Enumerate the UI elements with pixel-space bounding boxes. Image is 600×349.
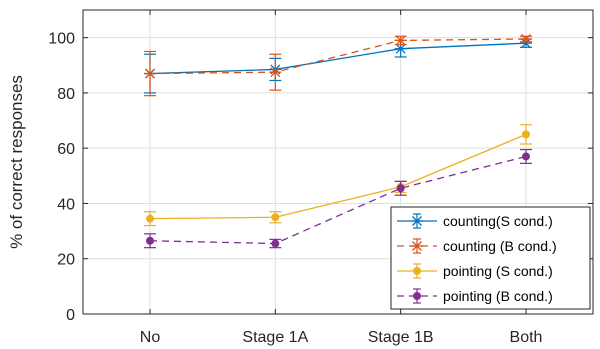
series-4: [144, 148, 532, 249]
y-tick-label: 20: [57, 252, 75, 269]
x-tick-label: Both: [510, 329, 543, 346]
y-tick-label: 60: [57, 141, 75, 158]
data-point: [271, 213, 280, 222]
series-2: [144, 34, 532, 97]
y-tick-label: 0: [66, 307, 75, 324]
axis-ticks: 0 20 40 60 80 100 No Stage 1A Stage 1B Both: [48, 10, 593, 346]
x-tick-label: Stage 1A: [242, 329, 308, 346]
data-point: [395, 35, 406, 46]
data-point: [270, 67, 281, 78]
legend-box: [390, 206, 591, 310]
plot-frame: [82, 9, 594, 315]
data-point: [146, 214, 154, 223]
legend-label: pointing (B cond.): [443, 288, 553, 304]
data-point: [522, 152, 530, 161]
data-point: [145, 68, 155, 79]
data-point: [521, 38, 531, 49]
y-axis-label: % of correct responses: [7, 75, 26, 249]
series-group: [144, 34, 532, 249]
x-tick-label: Stage 1B: [368, 329, 434, 346]
data-point: [413, 267, 421, 275]
y-tick-label: 80: [57, 86, 75, 103]
legend: counting(S cond.) counting (B cond.) point…: [390, 206, 591, 310]
y-tick-label: 40: [57, 196, 75, 213]
series-line: [149, 38, 527, 75]
data-point: [412, 241, 422, 251]
series-line: [149, 42, 527, 75]
legend-label: pointing (S cond.): [443, 263, 553, 279]
series-3: [144, 124, 532, 227]
data-point: [522, 130, 530, 139]
data-point: [396, 184, 405, 193]
data-point: [395, 43, 406, 54]
data-point: [413, 292, 421, 300]
data-point: [146, 236, 154, 245]
data-point: [521, 34, 531, 44]
legend-label: counting (B cond.): [443, 238, 557, 254]
x-tick-label: No: [140, 329, 161, 346]
series-line: [149, 155, 527, 245]
y-tick-label: 100: [48, 31, 75, 48]
legend-label: counting(S cond.): [443, 213, 553, 229]
data-point: [271, 239, 280, 248]
data-point: [412, 216, 422, 226]
series-line: [149, 133, 527, 220]
